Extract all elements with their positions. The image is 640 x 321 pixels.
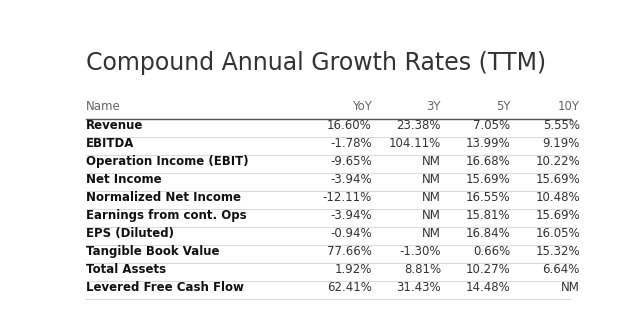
Text: -3.94%: -3.94%: [330, 209, 372, 222]
Text: NM: NM: [422, 191, 441, 204]
Text: Earnings from cont. Ops: Earnings from cont. Ops: [86, 209, 246, 222]
Text: 1.92%: 1.92%: [334, 263, 372, 276]
Text: Compound Annual Growth Rates (TTM): Compound Annual Growth Rates (TTM): [86, 51, 546, 75]
Text: 10.22%: 10.22%: [535, 155, 580, 168]
Text: 16.05%: 16.05%: [535, 227, 580, 240]
Text: 3Y: 3Y: [427, 100, 441, 113]
Text: 7.05%: 7.05%: [474, 119, 511, 132]
Text: 62.41%: 62.41%: [327, 281, 372, 294]
Text: -1.30%: -1.30%: [399, 245, 441, 258]
Text: 9.19%: 9.19%: [543, 137, 580, 150]
Text: NM: NM: [561, 281, 580, 294]
Text: YoY: YoY: [352, 100, 372, 113]
Text: NM: NM: [422, 209, 441, 222]
Text: 16.55%: 16.55%: [466, 191, 511, 204]
Text: 6.64%: 6.64%: [543, 263, 580, 276]
Text: NM: NM: [422, 227, 441, 240]
Text: 5.55%: 5.55%: [543, 119, 580, 132]
Text: Name: Name: [86, 100, 121, 113]
Text: 10Y: 10Y: [558, 100, 580, 113]
Text: -3.94%: -3.94%: [330, 173, 372, 186]
Text: EPS (Diluted): EPS (Diluted): [86, 227, 174, 240]
Text: 77.66%: 77.66%: [327, 245, 372, 258]
Text: Net Income: Net Income: [86, 173, 161, 186]
Text: -0.94%: -0.94%: [330, 227, 372, 240]
Text: 23.38%: 23.38%: [397, 119, 441, 132]
Text: -12.11%: -12.11%: [323, 191, 372, 204]
Text: 10.48%: 10.48%: [535, 191, 580, 204]
Text: 16.84%: 16.84%: [466, 227, 511, 240]
Text: 0.66%: 0.66%: [473, 245, 511, 258]
Text: Normalized Net Income: Normalized Net Income: [86, 191, 241, 204]
Text: NM: NM: [422, 173, 441, 186]
Text: 15.81%: 15.81%: [466, 209, 511, 222]
Text: Total Assets: Total Assets: [86, 263, 166, 276]
Text: Levered Free Cash Flow: Levered Free Cash Flow: [86, 281, 244, 294]
Text: -1.78%: -1.78%: [330, 137, 372, 150]
Text: 104.11%: 104.11%: [389, 137, 441, 150]
Text: 15.69%: 15.69%: [535, 209, 580, 222]
Text: -9.65%: -9.65%: [330, 155, 372, 168]
Text: 14.48%: 14.48%: [466, 281, 511, 294]
Text: 8.81%: 8.81%: [404, 263, 441, 276]
Text: 13.99%: 13.99%: [466, 137, 511, 150]
Text: 5Y: 5Y: [496, 100, 511, 113]
Text: NM: NM: [422, 155, 441, 168]
Text: 15.69%: 15.69%: [466, 173, 511, 186]
Text: 15.69%: 15.69%: [535, 173, 580, 186]
Text: EBITDA: EBITDA: [86, 137, 134, 150]
Text: 15.32%: 15.32%: [535, 245, 580, 258]
Text: Tangible Book Value: Tangible Book Value: [86, 245, 220, 258]
Text: Operation Income (EBIT): Operation Income (EBIT): [86, 155, 248, 168]
Text: 16.68%: 16.68%: [466, 155, 511, 168]
Text: Revenue: Revenue: [86, 119, 143, 132]
Text: 31.43%: 31.43%: [396, 281, 441, 294]
Text: 16.60%: 16.60%: [327, 119, 372, 132]
Text: 10.27%: 10.27%: [466, 263, 511, 276]
